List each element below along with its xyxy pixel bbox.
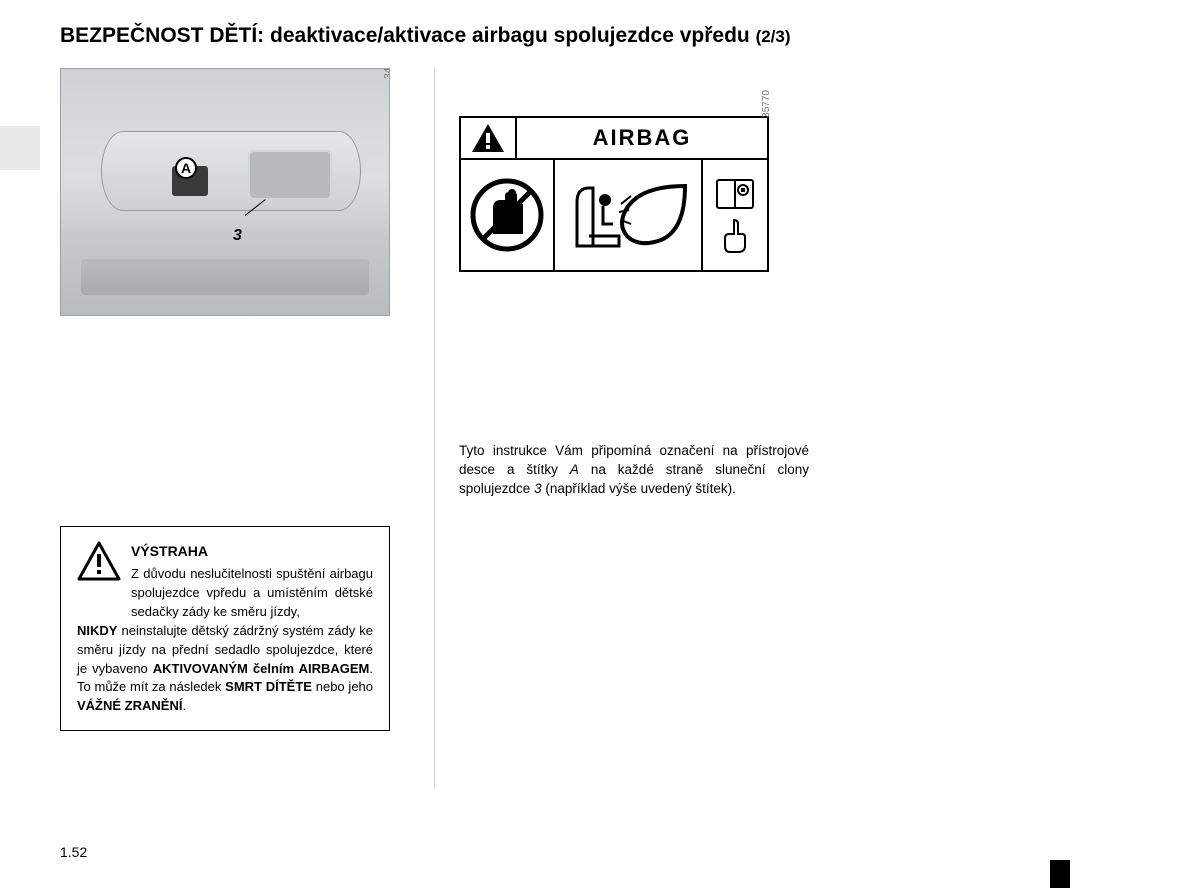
column-2: A 35770 AIRBAG — [459, 68, 809, 788]
warning-box: VÝSTRAHA Z důvodu neslučitelnosti spuště… — [60, 526, 390, 731]
callout-A: A — [175, 157, 197, 179]
airbag-warning-triangle-icon — [461, 118, 517, 158]
column-divider — [434, 68, 435, 788]
warn-text-5: . — [182, 698, 186, 713]
figure2-ref: 35770 — [761, 90, 772, 118]
figure1-ref: 34497 — [383, 68, 390, 79]
title-pagecount: (2/3) — [756, 27, 791, 46]
column-1: 34497 A 3 — [60, 68, 410, 788]
warn-text-4: nebo jeho — [312, 679, 373, 694]
figure2-wrap: A 35770 AIRBAG — [459, 116, 789, 272]
caption-A: A — [570, 462, 579, 477]
warn-text-1: Z důvodu neslučitelnosti spuštění airbag… — [131, 566, 373, 619]
warning-triangle-icon — [77, 541, 121, 622]
page-title: BEZPEČNOST DĚTÍ: deaktivace/aktivace air… — [60, 24, 1140, 48]
figure-visor: 34497 A 3 — [60, 68, 390, 316]
callout-3: 3 — [233, 227, 242, 245]
warn-bold-1: NIKDY — [77, 623, 117, 638]
panel-no-rear-child-seat-icon — [461, 160, 555, 270]
windshield-edge — [81, 259, 369, 295]
page-number: 1.52 — [60, 844, 87, 860]
corner-marker — [1050, 860, 1070, 888]
visor-mirror — [248, 150, 332, 200]
caption: Tyto instrukce Vám připomíná označení na… — [459, 442, 809, 499]
warning-heading: VÝSTRAHA — [131, 541, 373, 561]
page: BEZPEČNOST DĚTÍ: deaktivace/aktivace air… — [0, 0, 1200, 888]
panel-read-manual-icon — [703, 160, 767, 270]
panel-airbag-impact-icon — [555, 160, 703, 270]
warn-bold-2: AKTIVOVANÝM čelním AIRBAGEM — [153, 661, 370, 676]
sun-visor — [101, 131, 361, 211]
warn-bold-4: VÁŽNÉ ZRANĚNÍ — [77, 698, 182, 713]
warn-bold-3: SMRT DÍTĚTE — [225, 679, 312, 694]
caption-3: 3 — [534, 481, 542, 496]
caption-after: (například výše uvedený štítek). — [542, 481, 736, 496]
airbag-label-text: AIRBAG — [517, 125, 767, 151]
columns: 34497 A 3 — [60, 68, 1140, 788]
airbag-label-figure: 35770 AIRBAG — [459, 116, 769, 272]
title-main: BEZPEČNOST DĚTÍ: deaktivace/aktivace air… — [60, 24, 756, 47]
